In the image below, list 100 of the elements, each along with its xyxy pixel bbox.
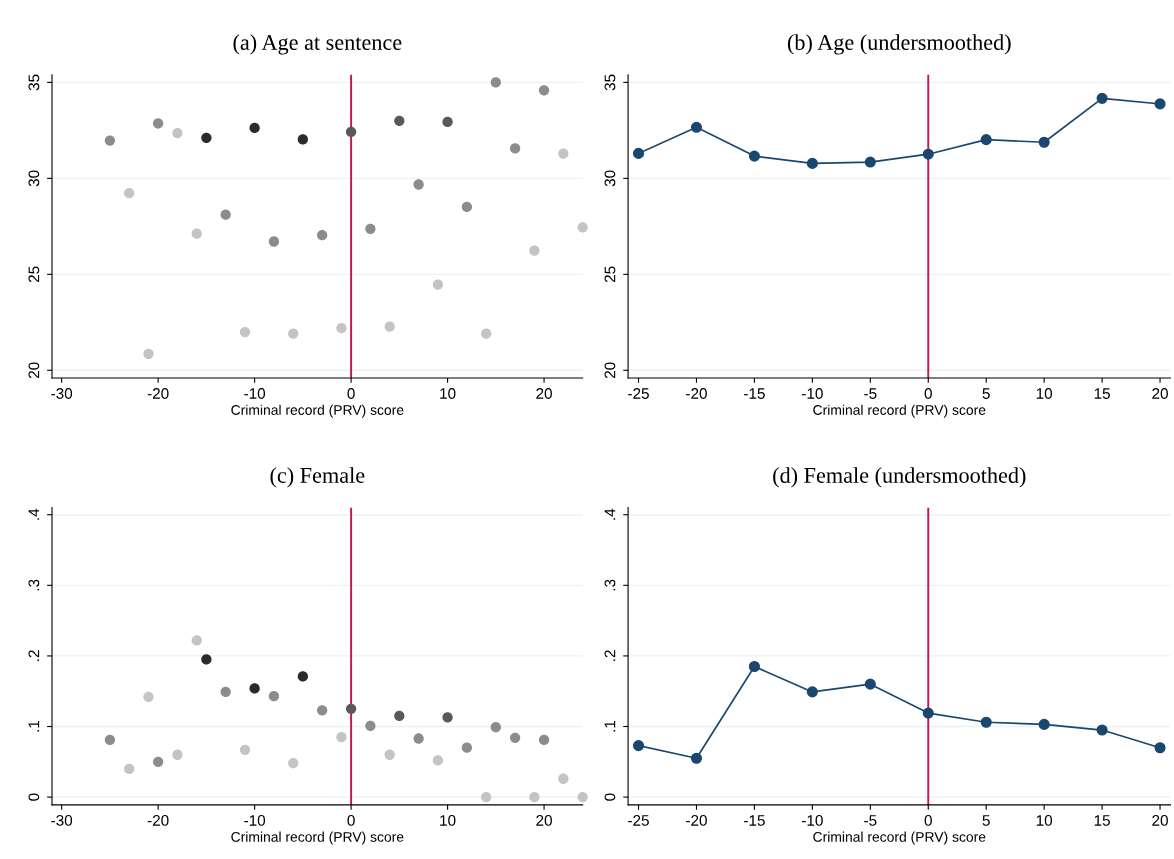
point: [124, 763, 135, 775]
x-tick-label: 20: [1152, 815, 1168, 826]
point: [104, 734, 116, 746]
y-tick-label: 35: [28, 74, 40, 91]
y-tick-label: .4: [604, 508, 616, 520]
point: [345, 126, 357, 138]
y-tick-label: .2: [604, 650, 616, 661]
y-tick-label: .3: [604, 579, 616, 591]
point: [268, 236, 280, 247]
x-tick-label: -5: [864, 815, 877, 826]
x-tick-label: 20: [1152, 388, 1168, 399]
point: [806, 686, 818, 698]
point: [220, 686, 231, 698]
y-tick-label: .2: [28, 650, 40, 661]
point: [152, 118, 164, 129]
x-axis-title: Criminal record (PRV) score: [813, 404, 986, 418]
x-tick-label: -20: [147, 815, 169, 826]
point: [632, 147, 645, 159]
point: [1038, 718, 1050, 730]
y-tick-label: 30: [604, 170, 616, 187]
y-tick-label: 0: [604, 793, 616, 801]
x-tick-label: -30: [51, 815, 73, 826]
x-tick-label: -20: [147, 388, 169, 399]
x-tick-label: -25: [628, 815, 649, 826]
y-tick-label: 30: [28, 170, 40, 187]
point: [922, 148, 934, 160]
point: [481, 328, 492, 339]
x-tick-label: 10: [1036, 388, 1053, 399]
point: [143, 348, 154, 359]
point: [461, 201, 473, 213]
point: [249, 683, 260, 694]
point: [384, 749, 395, 760]
y-tick-label: .4: [28, 508, 40, 520]
chart-title: (a) Age at sentence: [233, 34, 402, 55]
x-tick-label: 0: [347, 815, 355, 826]
x-axis-title: Criminal record (PRV) score: [813, 831, 986, 845]
point: [980, 716, 992, 728]
point: [864, 678, 876, 690]
point: [172, 127, 183, 139]
point: [806, 157, 818, 169]
point: [249, 122, 260, 134]
point: [345, 703, 357, 715]
y-tick-label: .3: [28, 579, 40, 591]
point: [922, 707, 934, 719]
point: [577, 222, 588, 233]
point: [442, 116, 453, 128]
y-tick-label: 20: [28, 362, 40, 379]
point: [538, 734, 550, 746]
y-tick-label: 25: [28, 266, 40, 283]
point: [538, 85, 550, 96]
point: [191, 635, 202, 646]
chart-title: (b) Age (undersmoothed): [787, 34, 1011, 55]
point: [1154, 742, 1166, 754]
point: [864, 156, 876, 168]
y-tick-label: 0: [28, 793, 40, 801]
point: [143, 691, 154, 703]
point: [394, 115, 405, 126]
x-tick-label: 5: [982, 815, 990, 826]
point: [317, 705, 328, 716]
x-axis-title: Criminal record (PRV) score: [231, 831, 404, 845]
point: [297, 671, 309, 682]
point: [980, 134, 992, 146]
x-tick-label: -25: [628, 388, 649, 399]
point: [577, 791, 588, 803]
point: [124, 187, 135, 199]
x-tick-label: -15: [744, 388, 765, 399]
point: [1096, 724, 1108, 736]
point: [558, 773, 569, 784]
point: [152, 756, 164, 767]
x-tick-label: 5: [982, 388, 990, 399]
x-tick-label: -15: [744, 815, 765, 826]
point: [490, 722, 501, 733]
point: [690, 752, 703, 764]
point: [413, 179, 424, 190]
y-tick-label: .1: [604, 720, 616, 732]
x-tick-label: -10: [802, 388, 823, 399]
point: [442, 712, 453, 723]
x-tick-label: 0: [347, 388, 355, 399]
point: [297, 134, 309, 145]
point: [384, 321, 395, 332]
x-tick-label: 0: [924, 815, 932, 826]
y-tick-label: .1: [28, 720, 40, 732]
point: [529, 791, 540, 803]
point: [104, 135, 116, 146]
x-tick-label: 15: [1094, 815, 1110, 826]
point: [288, 758, 299, 769]
point: [461, 742, 473, 753]
point: [172, 749, 183, 760]
point: [268, 691, 280, 702]
y-tick-label: 20: [604, 362, 616, 379]
point: [529, 245, 540, 256]
point: [432, 755, 444, 766]
x-tick-label: -20: [686, 388, 707, 399]
x-tick-label: 20: [536, 815, 552, 826]
point: [191, 228, 202, 239]
point: [481, 791, 492, 803]
x-tick-label: -10: [244, 815, 266, 826]
point: [558, 148, 569, 159]
x-tick-label: 10: [1036, 815, 1053, 826]
x-tick-label: -5: [864, 388, 877, 399]
